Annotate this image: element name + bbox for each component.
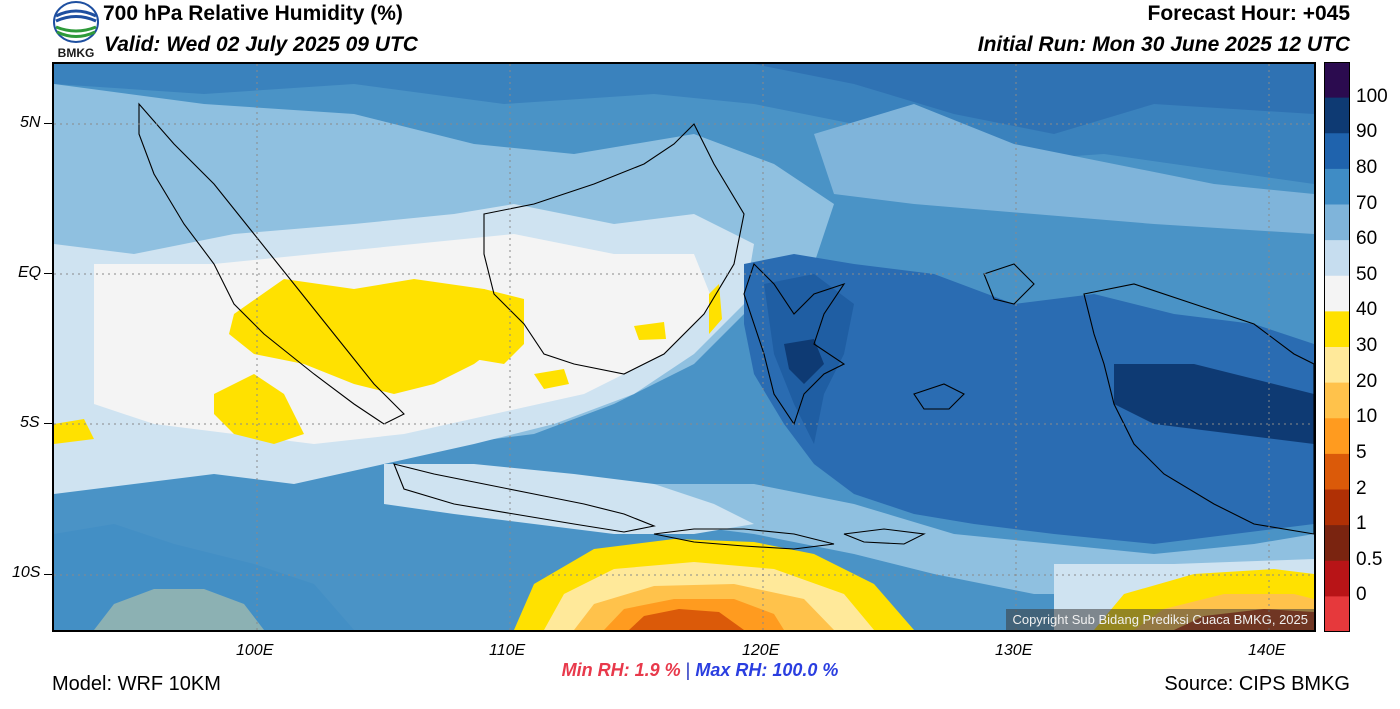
stats-separator: | xyxy=(685,660,691,680)
lat-label-10s: 10S xyxy=(12,564,41,581)
colorbar-label: 90 xyxy=(1356,121,1378,143)
lat-tick xyxy=(44,574,52,575)
colorbar-label: 30 xyxy=(1356,335,1378,356)
rh-stats: Min RH: 1.9 % | Max RH: 100.0 % xyxy=(0,660,1400,681)
colorbar-label: 0 xyxy=(1356,584,1367,606)
colorbar-border xyxy=(1324,62,1350,632)
initial-run: Initial Run: Mon 30 June 2025 12 UTC xyxy=(977,33,1350,56)
colorbar-label: 70 xyxy=(1356,192,1378,214)
colorbar-label: 20 xyxy=(1356,370,1378,392)
colorbar-label: 1 xyxy=(1356,513,1367,535)
colorbar-swatch xyxy=(1324,275,1350,312)
colorbar-swatch xyxy=(1324,560,1350,597)
colorbar xyxy=(1324,62,1350,633)
colorbar-swatch xyxy=(1324,204,1350,241)
colorbar-swatches xyxy=(1324,62,1350,633)
bmkg-logo: BMKG xyxy=(52,0,100,60)
lat-label-5s: 5S xyxy=(20,414,40,431)
lat-label-eq: EQ xyxy=(18,264,42,281)
colorbar-swatch xyxy=(1324,453,1350,491)
forecast-hour: Forecast Hour: +045 xyxy=(1147,2,1351,25)
colorbar-label: 2 xyxy=(1356,477,1367,499)
min-rh: Min RH: 1.9 % xyxy=(561,660,681,680)
colorbar-label: 10 xyxy=(1356,406,1378,428)
colorbar-label: 50 xyxy=(1356,263,1378,285)
grid-lines xyxy=(54,64,1314,630)
lat-label-5n: 5N xyxy=(20,114,41,131)
copyright-notice: Copyright Sub Bidang Prediksi Cuaca BMKG… xyxy=(1006,609,1314,630)
colorbar-label: 60 xyxy=(1356,228,1378,250)
data-source: Source: CIPS BMKG xyxy=(1164,673,1350,695)
colorbar-swatch xyxy=(1324,596,1350,633)
colorbar-label: 80 xyxy=(1356,156,1378,178)
colorbar-swatch xyxy=(1324,525,1350,562)
colorbar-swatch xyxy=(1324,240,1350,277)
colorbar-swatch xyxy=(1324,62,1350,99)
lon-label-130e: 130E xyxy=(995,642,1033,659)
lon-label-100e: 100E xyxy=(236,642,274,659)
lat-tick xyxy=(44,123,52,124)
lon-label-120e: 120E xyxy=(742,642,780,659)
colorbar-swatch xyxy=(1324,347,1350,384)
chart-title: 700 hPa Relative Humidity (%) xyxy=(103,2,403,25)
colorbar-swatch xyxy=(1324,168,1350,206)
colorbar-swatch xyxy=(1324,418,1350,455)
max-rh: Max RH: 100.0 % xyxy=(695,660,839,680)
colorbar-swatch xyxy=(1324,489,1350,526)
colorbar-swatch xyxy=(1324,311,1350,348)
valid-time: Valid: Wed 02 July 2025 09 UTC xyxy=(104,33,418,56)
lon-label-110e: 110E xyxy=(489,642,526,659)
colorbar-swatch xyxy=(1324,133,1350,170)
colorbar-label: 40 xyxy=(1356,299,1378,321)
lon-label-140e: 140E xyxy=(1248,642,1286,659)
colorbar-swatch xyxy=(1324,382,1350,419)
lat-tick xyxy=(44,423,52,424)
colorbar-label: 100 xyxy=(1356,85,1388,107)
humidity-field xyxy=(54,64,1314,630)
coastlines xyxy=(138,102,1314,550)
colorbar-label: 5 xyxy=(1356,441,1367,463)
lat-tick xyxy=(44,273,52,274)
colorbar-swatch xyxy=(1324,97,1350,134)
model-name: Model: WRF 10KM xyxy=(52,673,221,695)
logo-text: BMKG xyxy=(57,46,95,60)
colorbar-label: 0.5 xyxy=(1356,548,1383,570)
humidity-map xyxy=(52,62,1316,632)
